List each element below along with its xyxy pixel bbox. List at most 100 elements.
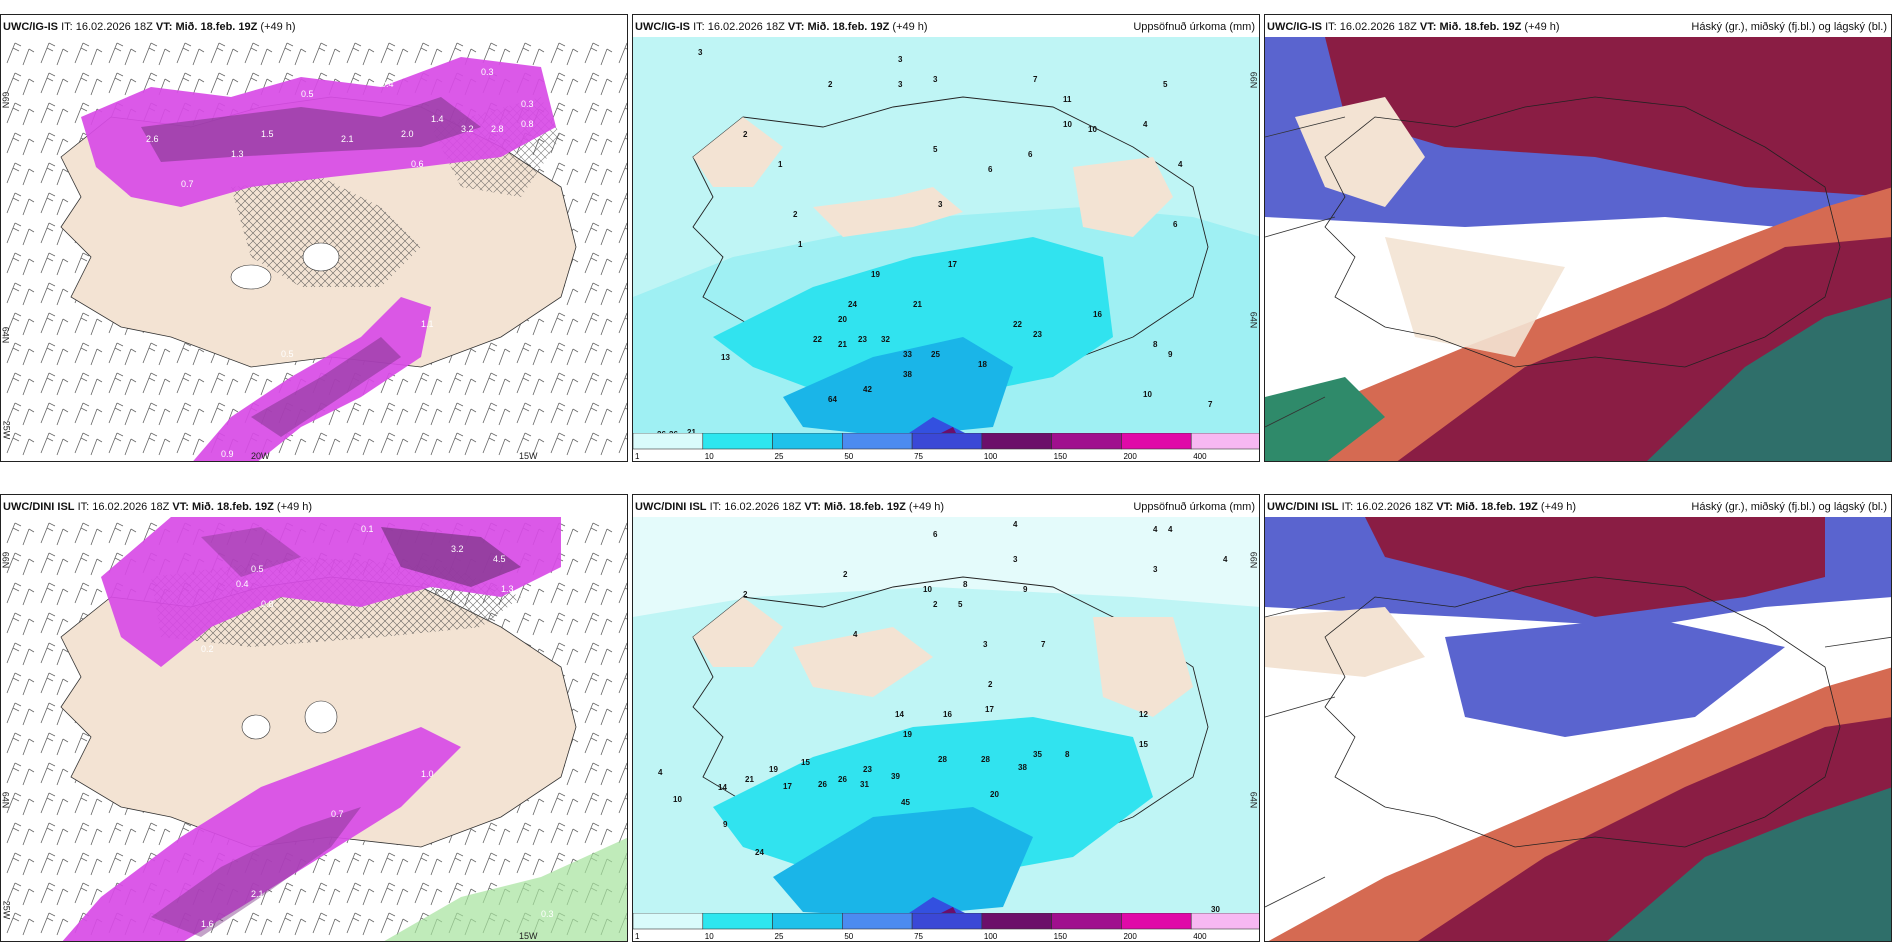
map-panel-clouds-dini: UWC/DINI ISL IT: 16.02.2026 18Z VT: Mið.… xyxy=(1264,494,1892,942)
svg-text:12: 12 xyxy=(1139,710,1148,719)
svg-text:26: 26 xyxy=(838,775,847,784)
svg-text:2.6: 2.6 xyxy=(146,134,159,144)
lat-label: 64N xyxy=(0,326,11,344)
precip-zone-mid xyxy=(713,237,1113,397)
svg-text:2: 2 xyxy=(793,210,798,219)
svg-text:30: 30 xyxy=(1211,905,1220,914)
colorbar-tick: 75 xyxy=(914,452,923,461)
svg-text:0.8: 0.8 xyxy=(521,119,534,129)
lon-label: 25W xyxy=(1,420,12,440)
precip-zone-high xyxy=(783,337,1013,437)
snow-map: 0.1 3.2 4.5 1.3 0.5 0.4 0.8 0.2 0.7 1.6 … xyxy=(1,517,627,941)
svg-text:0.8: 0.8 xyxy=(261,599,274,609)
colorbar-swatch xyxy=(842,912,913,930)
svg-text:20: 20 xyxy=(838,315,847,324)
svg-text:0.6: 0.6 xyxy=(411,159,424,169)
svg-text:10: 10 xyxy=(673,795,682,804)
lat-label: 66N xyxy=(0,551,11,569)
colorbar-swatch xyxy=(911,432,983,450)
svg-text:3.2: 3.2 xyxy=(451,544,464,554)
svg-text:0.3: 0.3 xyxy=(481,67,494,77)
svg-text:23: 23 xyxy=(858,335,867,344)
svg-text:0.9: 0.9 xyxy=(371,849,384,859)
svg-text:23: 23 xyxy=(863,765,872,774)
svg-text:8: 8 xyxy=(1153,340,1158,349)
svg-text:2: 2 xyxy=(933,600,938,609)
svg-text:16: 16 xyxy=(943,710,952,719)
svg-text:7: 7 xyxy=(1033,75,1038,84)
svg-text:0.5: 0.5 xyxy=(301,89,314,99)
colorbar-swatch xyxy=(1051,912,1122,930)
svg-text:4: 4 xyxy=(1178,160,1183,169)
lon-label: 20W xyxy=(251,451,270,461)
colorbar-tick: 50 xyxy=(844,452,853,461)
svg-text:22: 22 xyxy=(1013,320,1022,329)
svg-text:17: 17 xyxy=(948,260,957,269)
svg-text:2: 2 xyxy=(843,570,848,579)
map-panel-precip-ig: UWC/IG-IS IT: 16.02.2026 18Z VT: Mið. 18… xyxy=(632,14,1260,462)
svg-text:4: 4 xyxy=(1223,555,1228,564)
svg-text:0.6: 0.6 xyxy=(351,869,364,879)
svg-text:26: 26 xyxy=(818,780,827,789)
colorbar-swatch xyxy=(633,432,704,450)
svg-text:13: 13 xyxy=(721,353,730,362)
svg-text:24: 24 xyxy=(755,848,764,857)
colorbar-swatch xyxy=(702,912,773,930)
panel-title: UWC/DINI ISL IT: 16.02.2026 18Z VT: Mið.… xyxy=(3,501,313,513)
svg-text:31: 31 xyxy=(860,780,869,789)
svg-text:3: 3 xyxy=(1153,565,1158,574)
colorbar-swatch xyxy=(702,432,773,450)
svg-text:15: 15 xyxy=(1139,740,1148,749)
svg-text:19: 19 xyxy=(769,765,778,774)
svg-text:10: 10 xyxy=(1143,390,1152,399)
svg-text:19: 19 xyxy=(871,270,880,279)
svg-text:7: 7 xyxy=(1041,640,1046,649)
svg-text:10: 10 xyxy=(1088,125,1097,134)
svg-text:2.1: 2.1 xyxy=(251,889,264,899)
panel-subtitle: Háský (gr.), miðský (fj.bl.) og lágský (… xyxy=(1691,501,1887,513)
svg-text:5: 5 xyxy=(958,600,963,609)
lat-label: 66N xyxy=(1248,71,1259,89)
colorbar-tick: 150 xyxy=(1054,932,1068,941)
lon-label: 15W xyxy=(519,931,538,941)
colorbar-tick: 150 xyxy=(1054,452,1068,461)
svg-text:4: 4 xyxy=(1013,520,1018,529)
svg-text:6: 6 xyxy=(1028,150,1033,159)
svg-text:45: 45 xyxy=(901,798,910,807)
svg-text:0.9: 0.9 xyxy=(221,449,234,459)
cloud-map xyxy=(1265,37,1891,461)
svg-text:20: 20 xyxy=(990,790,999,799)
svg-text:4: 4 xyxy=(1153,525,1158,534)
colorbar-swatch xyxy=(1121,432,1192,450)
colorbar-tick: 1 xyxy=(635,452,640,461)
svg-text:17: 17 xyxy=(783,782,792,791)
svg-text:19: 19 xyxy=(903,730,912,739)
svg-text:22: 22 xyxy=(813,335,822,344)
colorbar-swatch xyxy=(981,432,1052,450)
svg-text:0.3: 0.3 xyxy=(521,99,534,109)
colorbar-tick: 25 xyxy=(775,452,784,461)
svg-text:9: 9 xyxy=(1023,585,1028,594)
colorbar-tick: 10 xyxy=(705,932,714,941)
svg-text:10: 10 xyxy=(1063,120,1072,129)
lon-label: 25W xyxy=(1,900,12,920)
svg-text:1.3: 1.3 xyxy=(501,584,514,594)
precip-map: 6 4 4 4 4 2 2 3 3 2 10 8 9 5 4 3 7 2 14 … xyxy=(633,517,1259,941)
svg-text:11: 11 xyxy=(1063,95,1072,104)
svg-text:33: 33 xyxy=(903,350,912,359)
svg-text:3: 3 xyxy=(898,80,903,89)
svg-text:1.6: 1.6 xyxy=(201,919,214,929)
panel-subtitle: Uppsöfnuð úrkoma (mm) xyxy=(1133,501,1255,513)
svg-text:38: 38 xyxy=(903,370,912,379)
panel-title: UWC/IG-IS IT: 16.02.2026 18Z VT: Mið. 18… xyxy=(1267,21,1560,33)
svg-text:9: 9 xyxy=(1168,350,1173,359)
svg-text:0.7: 0.7 xyxy=(331,809,344,819)
svg-text:1: 1 xyxy=(798,240,803,249)
svg-text:15: 15 xyxy=(801,758,810,767)
colorbar-swatch xyxy=(981,912,1052,930)
svg-text:35: 35 xyxy=(1033,750,1042,759)
colorbar-tick: 400 xyxy=(1193,452,1207,461)
colorbar-tick: 75 xyxy=(914,932,923,941)
colorbar-swatch xyxy=(1190,432,1259,450)
svg-text:3: 3 xyxy=(1013,555,1018,564)
